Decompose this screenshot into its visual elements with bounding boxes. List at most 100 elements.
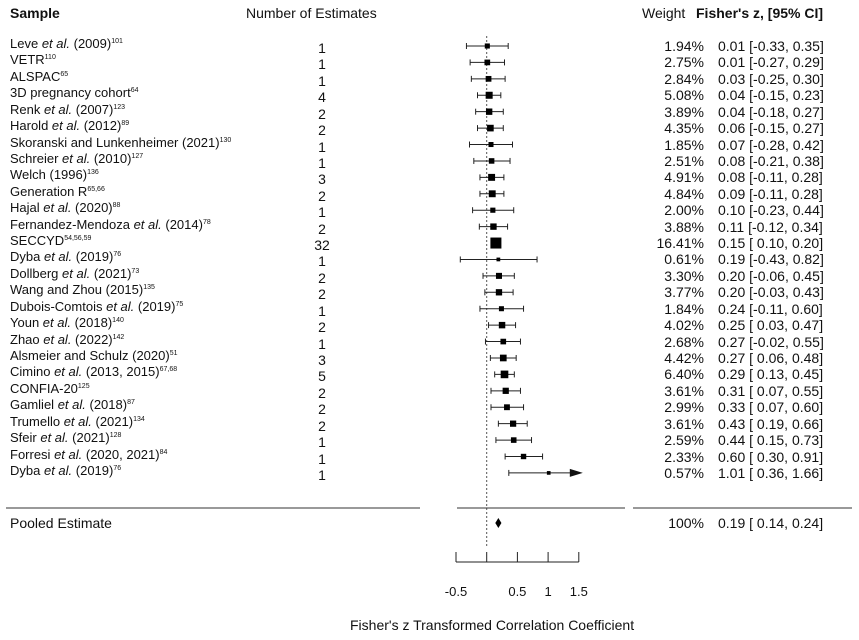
study-author: Hajal <box>10 200 44 216</box>
effect-marker <box>495 289 503 296</box>
effect-marker <box>488 190 496 198</box>
effect-marker <box>498 306 504 312</box>
study-year: (2020, 2021) <box>82 446 160 462</box>
study-etal: et al. <box>43 101 73 117</box>
x-tick-label: -0.5 <box>444 584 468 599</box>
study-estimate-count: 2 <box>318 286 326 303</box>
study-reference: 135 <box>143 284 155 292</box>
study-label: Dyba et al. (2019)76 <box>10 248 121 264</box>
study-label: Leve et al. (2009)101 <box>10 35 123 51</box>
effect-marker <box>509 420 517 427</box>
study-reference: 128 <box>109 432 122 440</box>
study-reference: 127 <box>131 152 144 160</box>
effect-marker <box>490 237 502 249</box>
effect-marker <box>520 453 527 460</box>
study-weight: 3.77% <box>664 284 704 301</box>
pooled-weight: 100% <box>668 515 704 531</box>
study-label: 3D pregnancy cohort64 <box>10 84 138 100</box>
study-label: Alsmeier and Schulz (2020)51 <box>10 347 178 363</box>
study-author: Sfeir <box>10 430 41 446</box>
study-estimate-count: 3 <box>318 351 326 368</box>
study-weight: 0.57% <box>664 464 704 481</box>
effect-marker <box>490 207 496 213</box>
study-etal: et al. <box>51 118 81 134</box>
study-reference: 67,68 <box>159 366 178 374</box>
study-etal: et al. <box>133 216 162 232</box>
study-ci: 0.10 [-0.23, 0.44] <box>718 202 824 219</box>
study-label: VETR110 <box>10 51 56 67</box>
study-author: Dubois-Comtois <box>10 298 107 314</box>
study-ci: 0.06 [-0.15, 0.27] <box>718 120 824 137</box>
study-ci: 0.08 [-0.11, 0.28] <box>718 169 823 186</box>
study-author: Forresi <box>10 446 55 462</box>
study-etal: et al. <box>43 462 73 478</box>
study-ci: 0.20 [-0.03, 0.43] <box>718 284 824 301</box>
study-ci: 0.27 [-0.02, 0.55] <box>718 333 824 350</box>
study-weight: 16.41% <box>656 235 704 252</box>
study-ci: 0.43 [ 0.19, 0.66] <box>718 415 824 432</box>
study-weight: 1.84% <box>664 300 704 317</box>
study-reference: 136 <box>87 169 99 177</box>
study-ci: 0.07 [-0.28, 0.42] <box>718 136 824 153</box>
study-weight: 4.02% <box>664 317 704 334</box>
study-label: Wang and Zhou (2015)135 <box>10 281 155 297</box>
study-author: Fernandez-Mendoza <box>10 216 134 232</box>
study-author: ALSPAC <box>10 68 61 84</box>
study-estimate-count: 1 <box>318 56 326 73</box>
study-label: Dollberg et al. (2021)73 <box>10 265 139 281</box>
study-year: (2012) <box>80 118 122 134</box>
header-effect: Fisher's z, [95% CI] <box>696 5 824 21</box>
study-author: Welch (1996) <box>10 167 88 183</box>
study-weight: 3.61% <box>664 382 704 399</box>
study-author: 3D pregnancy cohort <box>10 85 131 101</box>
study-author: SECCYD <box>10 233 65 249</box>
study-reference: 87 <box>127 399 135 407</box>
study-reference: 75 <box>175 300 184 308</box>
effect-marker <box>500 370 509 379</box>
study-etal: et al. <box>43 331 72 347</box>
effect-marker <box>484 59 491 66</box>
header-sample: Sample <box>10 5 60 21</box>
study-weight: 2.33% <box>664 448 704 465</box>
study-estimate-count: 1 <box>318 335 326 352</box>
study-author: VETR <box>10 52 45 68</box>
study-label: Schreier et al. (2010)127 <box>10 150 143 166</box>
study-year: (2019) <box>72 462 114 478</box>
study-ci: 0.19 [-0.43, 0.82] <box>718 251 824 268</box>
effect-marker <box>546 471 551 475</box>
effect-marker <box>510 437 517 443</box>
study-label: Cimino et al. (2013, 2015)67,68 <box>10 363 177 379</box>
study-etal: et al. <box>54 446 83 462</box>
study-estimate-count: 2 <box>318 384 326 401</box>
study-etal: et al. <box>42 315 71 331</box>
study-label: Forresi et al. (2020, 2021)84 <box>10 446 167 462</box>
study-label: Dubois-Comtois et al. (2019)75 <box>10 298 183 314</box>
study-label: Skoranski and Lunkenheimer (2021)130 <box>10 134 231 150</box>
study-estimate-count: 2 <box>318 187 326 204</box>
study-etal: et al. <box>63 413 92 429</box>
study-reference: 51 <box>169 349 178 357</box>
study-estimate-count: 2 <box>318 220 326 237</box>
study-label: Sfeir et al. (2021)128 <box>10 429 121 445</box>
effect-marker <box>488 142 494 148</box>
study-ci: 0.04 [-0.15, 0.23] <box>718 87 824 104</box>
study-ci: 0.31 [ 0.07, 0.55] <box>718 382 824 399</box>
study-ci: 0.01 [-0.27, 0.29] <box>718 54 824 71</box>
study-estimate-count: 2 <box>318 105 326 122</box>
study-weight: 5.08% <box>664 87 704 104</box>
pooled-ci: 0.19 [ 0.14, 0.24] <box>718 515 824 531</box>
study-estimate-count: 1 <box>318 138 326 155</box>
effect-marker <box>484 43 490 49</box>
study-label: Trumello et al. (2021)134 <box>10 413 145 429</box>
study-year: (2019) <box>72 249 114 265</box>
x-tick-label: 0.5 <box>508 584 527 599</box>
effect-marker <box>488 158 495 164</box>
study-reference: 142 <box>112 333 125 341</box>
study-weight: 3.61% <box>664 415 704 432</box>
study-author: Youn <box>10 315 43 331</box>
study-weight: 0.61% <box>664 251 704 268</box>
study-etal: et al. <box>43 200 72 216</box>
study-weight: 2.84% <box>664 70 704 87</box>
study-ci: 0.04 [-0.18, 0.27] <box>718 103 824 120</box>
